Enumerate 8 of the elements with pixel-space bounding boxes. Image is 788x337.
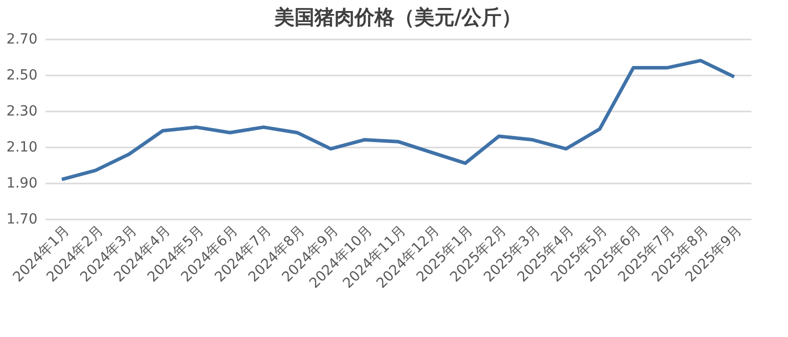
y-tick-label: 1.70 [6,212,38,228]
line-series [60,58,736,182]
y-tick-label: 2.50 [6,68,38,84]
y-tick-label: 2.70 [6,32,38,48]
y-tick-label: 2.30 [6,104,38,120]
y-tick-label: 1.90 [6,176,38,192]
y-tick-label: 2.10 [6,140,38,156]
chart-title: 美国猪肉价格（美元/公斤） [273,5,522,29]
